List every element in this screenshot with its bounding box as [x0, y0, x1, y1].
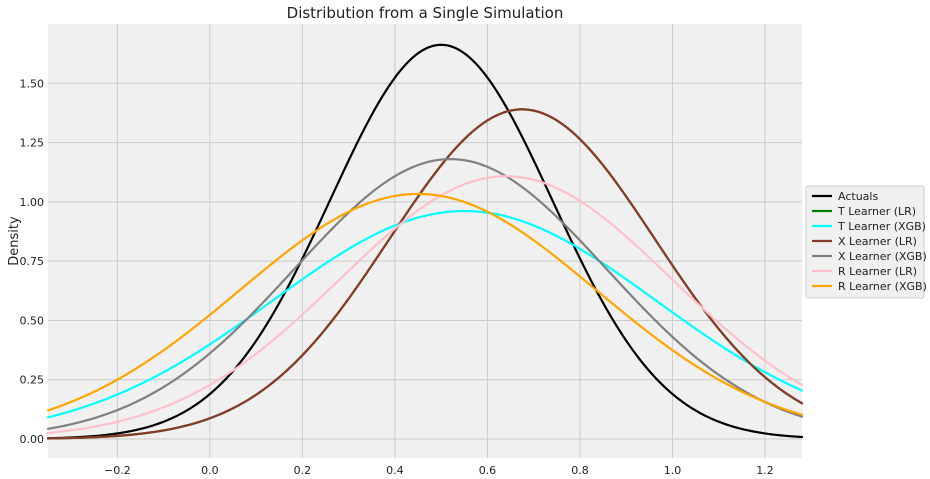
- y-tick-label: 0.50: [20, 314, 45, 327]
- y-tick-labels: 0.00 0.25 0.50 0.75 1.00 1.25 1.50: [20, 77, 45, 446]
- legend-box: [805, 185, 925, 299]
- y-tick-label: 0.25: [20, 374, 45, 387]
- y-tick-label: 1.25: [20, 137, 45, 150]
- plot-background: [48, 24, 802, 458]
- x-tick-labels: −0.2 0.0 0.2 0.4 0.6 0.8 1.0 1.2: [104, 464, 774, 477]
- legend-label-x-learner-lr: X Learner (LR): [838, 235, 917, 248]
- series-line-x-learner-lr: [46, 108, 804, 440]
- x-tick-label: 0.0: [201, 464, 219, 477]
- series-lines: [46, 43, 804, 440]
- legend: Actuals T Learner (LR) T Learner (XGB) X Le…: [805, 185, 927, 299]
- legend-label-r-learner-xgb: R Learner (XGB): [838, 280, 927, 293]
- series-line-actuals: [46, 43, 804, 440]
- series-line-r-learner-lr: [46, 175, 804, 435]
- x-tick-label: 0.4: [386, 464, 404, 477]
- x-tick-label: 0.2: [294, 464, 312, 477]
- y-tick-label: 1.50: [20, 77, 45, 90]
- legend-label-r-learner-lr: R Learner (LR): [838, 265, 917, 278]
- legend-label-actuals: Actuals: [838, 190, 878, 203]
- series-line-r-learner-xgb: [46, 192, 804, 416]
- legend-label-t-learner-lr: T Learner (LR): [837, 205, 916, 218]
- x-tick-label: 1.0: [664, 464, 682, 477]
- x-tick-label: 0.8: [571, 464, 589, 477]
- chart-title: Distribution from a Single Simulation: [287, 4, 564, 22]
- y-axis-title: Density: [7, 216, 22, 266]
- y-tick-label: 0.75: [20, 255, 45, 268]
- x-tick-label: 1.2: [756, 464, 774, 477]
- x-tick-label: −0.2: [104, 464, 131, 477]
- y-tick-label: 0.00: [20, 433, 45, 446]
- series-line-t-learner-xgb: [46, 209, 804, 419]
- legend-label-t-learner-xgb: T Learner (XGB): [837, 220, 926, 233]
- series-line-x-learner-xgb: [46, 158, 804, 430]
- x-tick-label: 0.6: [479, 464, 497, 477]
- y-tick-label: 1.00: [20, 196, 45, 209]
- legend-label-x-learner-xgb: X Learner (XGB): [838, 250, 927, 263]
